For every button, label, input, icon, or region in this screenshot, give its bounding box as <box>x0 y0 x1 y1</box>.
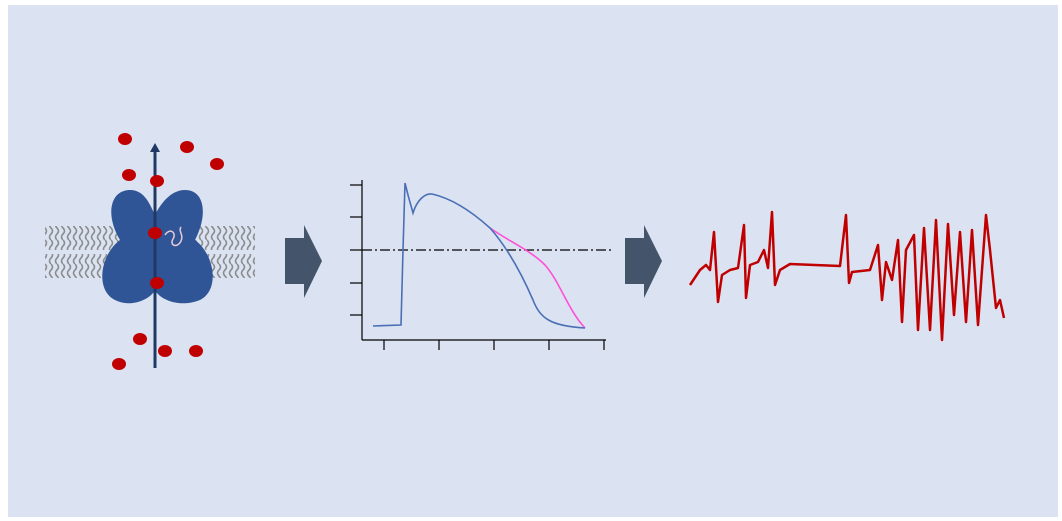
ion <box>118 133 132 145</box>
ion <box>189 345 203 357</box>
ion <box>180 141 194 153</box>
ion <box>150 277 164 289</box>
ion <box>133 333 147 345</box>
page <box>0 0 1062 521</box>
ion <box>122 169 136 181</box>
ion <box>150 175 164 187</box>
ion <box>112 358 126 370</box>
ion <box>210 158 224 170</box>
ion <box>148 227 162 239</box>
diagram <box>0 0 1062 521</box>
ion <box>158 345 172 357</box>
